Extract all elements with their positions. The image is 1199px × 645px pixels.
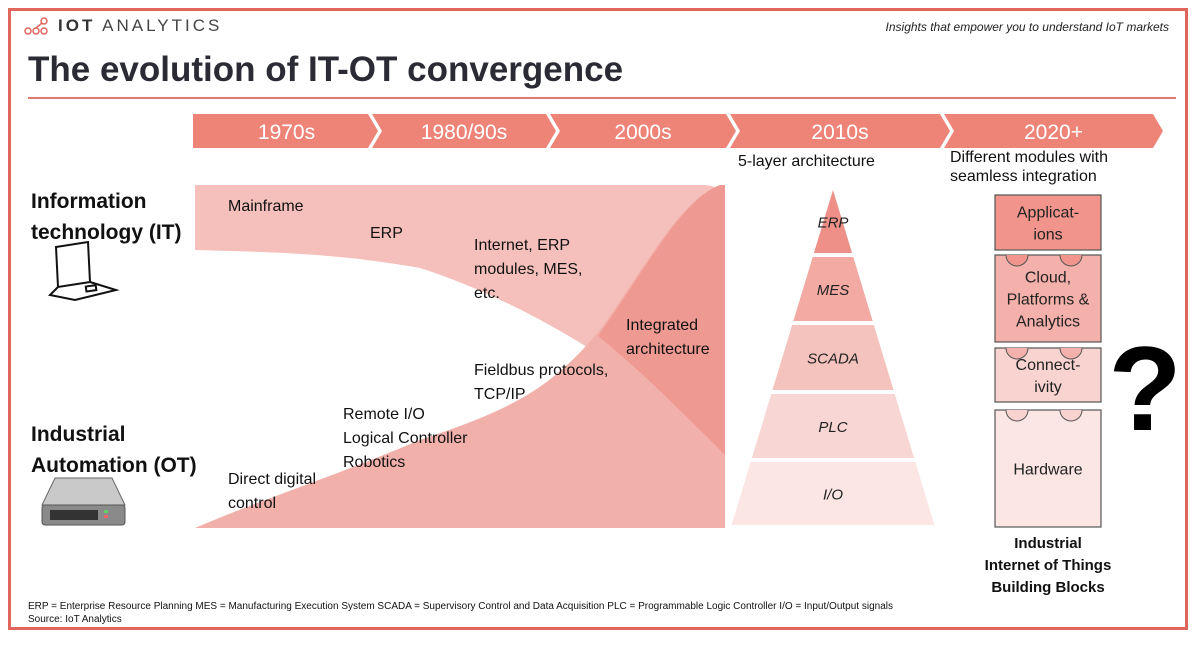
ot-item-remote-io: Remote I/O Logical Controller Robotics xyxy=(343,403,468,475)
building-block-label: ivity xyxy=(1034,379,1062,396)
timeline-segment xyxy=(550,114,736,148)
server-icon xyxy=(41,477,126,526)
pyramid-layer-label: SCADA xyxy=(807,351,859,368)
pyramid-layer-label: MES xyxy=(817,282,850,299)
network-nodes-icon xyxy=(24,17,48,35)
timeline-segment xyxy=(372,114,556,148)
text-line: seamless integration xyxy=(950,168,1097,185)
logo: IOT ANALYTICS xyxy=(24,16,222,36)
connector-knob xyxy=(1059,347,1083,360)
pyramid-layer xyxy=(793,257,873,321)
blocks-caption: Different modules with seamless integrati… xyxy=(950,148,1108,186)
timeline-segment xyxy=(730,114,950,148)
pyramid-layer xyxy=(772,325,894,390)
building-block-label: ions xyxy=(1033,227,1062,244)
text-line: architecture xyxy=(626,341,710,358)
timeline-segment xyxy=(193,114,378,148)
connector-knob xyxy=(1059,254,1083,267)
building-block-label: Platforms & xyxy=(1007,292,1090,309)
text-line: Different modules with xyxy=(950,149,1108,166)
building-block-label: Hardware xyxy=(1013,462,1082,479)
text-line: Fieldbus protocols, xyxy=(474,362,609,379)
building-block-label: Applicat- xyxy=(1017,205,1079,222)
text-line: Internet of Things xyxy=(984,557,1112,574)
building-block xyxy=(994,409,1102,528)
text-line: Direct digital xyxy=(228,471,317,488)
text-line: Building Blocks xyxy=(991,579,1105,596)
blocks-footer: Industrial Internet of Things Building Blo… xyxy=(958,533,1138,599)
text-line: control xyxy=(228,495,277,512)
title-divider xyxy=(28,97,1176,99)
it-item-erp: ERP xyxy=(370,225,403,242)
timeline-bar: 1970s 1980/90s 2000s 2010s 2020+ xyxy=(193,114,1163,148)
logo-text: ANALYTICS xyxy=(102,16,223,35)
integrated-label: Integrated architecture xyxy=(626,314,710,362)
it-label-line: technology (IT) xyxy=(31,221,182,244)
pyramid: ERP MES SCADA PLC I/O xyxy=(731,190,935,525)
text-line: TCP/IP xyxy=(474,386,526,403)
building-block xyxy=(994,254,1102,343)
timeline-segment xyxy=(944,114,1163,148)
building-block-label: Analytics xyxy=(1016,314,1080,331)
it-label-line: Information xyxy=(31,190,147,213)
connector-knob xyxy=(1059,409,1083,422)
ot-label-line: Industrial xyxy=(31,423,126,446)
it-item-internet: Internet, ERP modules, MES, etc. xyxy=(474,234,582,306)
ot-item-fieldbus: Fieldbus protocols, TCP/IP xyxy=(474,359,608,407)
it-band xyxy=(195,185,725,455)
slide-frame xyxy=(8,8,1188,630)
building-blocks: Applicat-ions Cloud, Platforms & Analytics C… xyxy=(994,194,1182,528)
text-line: Robotics xyxy=(343,454,406,471)
ot-label: Industrial Automation (OT) xyxy=(31,419,197,481)
integrated-region xyxy=(598,185,725,455)
pyramid-caption: 5-layer architecture xyxy=(738,153,875,170)
page-title: The evolution of IT-OT convergence xyxy=(28,50,624,89)
it-item-mainframe: Mainframe xyxy=(228,198,304,215)
text-line: Remote I/O xyxy=(343,406,425,423)
question-mark-overlay: ? xyxy=(1108,322,1181,456)
ot-item-ddc: Direct digital control xyxy=(228,468,316,516)
connector-knob xyxy=(1005,254,1029,267)
ot-label-line: Automation (OT) xyxy=(31,454,197,477)
laptop-icon xyxy=(47,240,120,302)
pyramid-layer-label: I/O xyxy=(823,487,843,504)
pyramid-layer xyxy=(813,190,853,253)
timeline-label: 1980/90s xyxy=(421,121,507,144)
logo-text-bold: IOT xyxy=(58,16,96,35)
footer: ERP = Enterprise Resource Planning MES =… xyxy=(28,600,893,626)
building-block-label: Cloud, xyxy=(1025,270,1071,287)
pyramid-layer-label: ERP xyxy=(818,215,849,232)
text-line: Integrated xyxy=(626,317,699,334)
timeline-label: 2000s xyxy=(614,121,671,144)
pyramid-layer-label: PLC xyxy=(818,419,847,436)
building-block-label: Connect- xyxy=(1016,357,1081,374)
text-line: Logical Controller xyxy=(343,430,468,447)
text-line: modules, MES, xyxy=(474,261,583,278)
text-line: etc. xyxy=(474,285,500,302)
connector-knob xyxy=(1005,347,1029,360)
ot-band xyxy=(195,185,725,528)
it-label: Information technology (IT) xyxy=(31,186,182,248)
timeline-label: 1970s xyxy=(258,121,315,144)
tagline: Insights that empower you to understand … xyxy=(885,20,1169,34)
text-line: Internet, ERP xyxy=(474,237,571,254)
building-block xyxy=(994,194,1102,251)
timeline-label: 2020+ xyxy=(1024,121,1083,144)
pyramid-layer xyxy=(751,394,915,458)
timeline-label: 2010s xyxy=(811,121,868,144)
source: Source: IoT Analytics xyxy=(28,614,122,625)
abbreviations: ERP = Enterprise Resource Planning MES =… xyxy=(28,601,893,612)
text-line: Industrial xyxy=(1014,535,1082,552)
connector-knob xyxy=(1005,409,1029,422)
pyramid-layer xyxy=(731,462,935,525)
